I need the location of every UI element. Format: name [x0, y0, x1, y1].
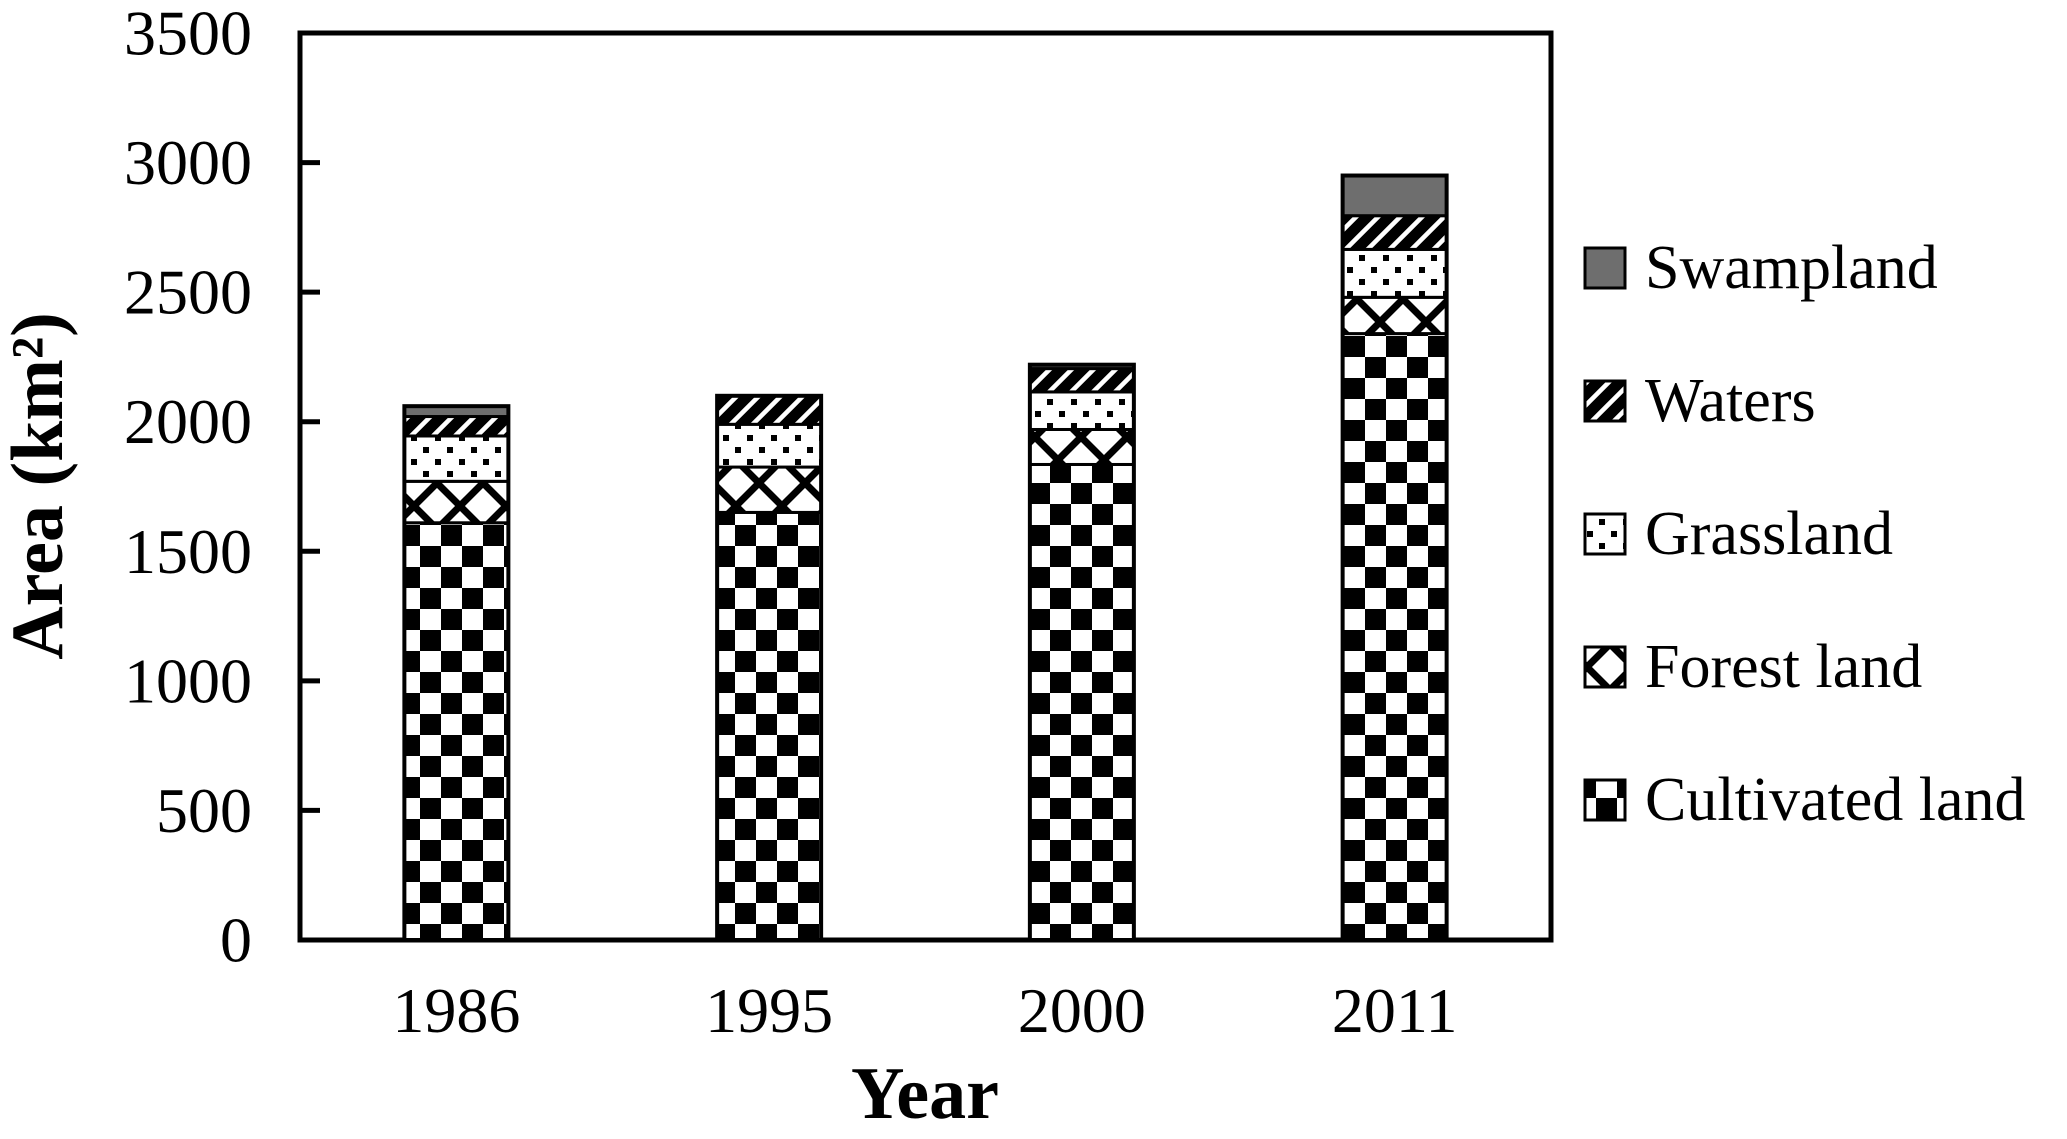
- legend-item-forest-land: Forest land: [1583, 633, 1922, 701]
- legend-item-cultivated-land: Cultivated land: [1583, 766, 2026, 834]
- bar-outline: [1027, 362, 1136, 942]
- legend-item-waters: Waters: [1583, 367, 1816, 435]
- plot-border: [297, 30, 1554, 943]
- bar-segment-grassland: [1028, 390, 1136, 431]
- legend-swatch-crosshatch: [1583, 645, 1627, 689]
- bar-segment-grassland: [715, 422, 823, 469]
- legend-label-grassland: Grassland: [1645, 500, 1893, 568]
- bar-segment-grassland: [402, 434, 510, 483]
- y-tick-label: 3000: [124, 127, 252, 198]
- legend: Swampland Waters Grassland Forest land Culti…: [1583, 234, 2026, 834]
- bar-segment-waters: [402, 415, 510, 438]
- y-axis-title: Area (km²): [0, 312, 79, 660]
- bar-segment-forest-land: [1028, 427, 1136, 466]
- bar-segment-cultivated-land: [402, 521, 510, 942]
- bar-segment-forest-land: [1341, 295, 1449, 336]
- x-axis-labels: 1986 1995 2000 2011: [392, 975, 1457, 1046]
- legend-item-grassland: Grassland: [1583, 500, 1893, 568]
- y-tick-label: 1500: [124, 516, 252, 587]
- bar-segment-forest-land: [402, 479, 510, 525]
- bar-segment-grassland: [1341, 247, 1449, 299]
- y-tick-label: 3500: [124, 0, 252, 69]
- y-tick-label: 2500: [124, 257, 252, 328]
- x-tick-label-2011: 2011: [1332, 975, 1458, 1046]
- legend-swatch-stripes: [1583, 379, 1627, 423]
- legend-swatch-dots: [1583, 512, 1627, 556]
- legend-swatch-checker: [1583, 778, 1627, 822]
- bar-segment-cultivated-land: [1028, 462, 1136, 942]
- x-axis-title: Year: [851, 1053, 999, 1135]
- bar-outline: [1340, 173, 1449, 942]
- x-tick-label-2000: 2000: [1018, 975, 1146, 1046]
- bar-segment-waters: [715, 394, 823, 426]
- bar-outline: [402, 404, 511, 942]
- bars: [402, 173, 1449, 942]
- y-tick-label: 0: [220, 905, 252, 976]
- bar-segment-waters: [1341, 214, 1449, 251]
- bar-segment-forest-land: [715, 465, 823, 514]
- y-tick-label: 1000: [124, 645, 252, 716]
- legend-item-swampland: Swampland: [1583, 234, 1938, 302]
- bar-segment-waters: [1028, 367, 1136, 394]
- bar-2000: [1027, 362, 1136, 942]
- bar-2011: [1340, 173, 1449, 942]
- bar-segment-cultivated-land: [715, 510, 823, 942]
- y-axis-ticks: 0 500 1000 1500 2000 2500 3000 3500: [124, 0, 320, 976]
- y-tick-label: 500: [156, 775, 252, 846]
- bar-outline: [715, 393, 824, 942]
- y-tick-label: 2000: [124, 386, 252, 457]
- bar-1986: [402, 404, 511, 942]
- legend-swatch-solid: [1583, 246, 1627, 290]
- bar-1995: [715, 393, 824, 942]
- bar-segment-cultivated-land: [1341, 332, 1449, 942]
- legend-label-waters: Waters: [1645, 367, 1816, 435]
- x-tick-label-1995: 1995: [705, 975, 833, 1046]
- bar-segment-swampland: [1341, 174, 1449, 218]
- legend-label-forest-land: Forest land: [1645, 633, 1922, 701]
- x-tick-label-1986: 1986: [392, 975, 520, 1046]
- legend-label-cultivated-land: Cultivated land: [1645, 766, 2026, 834]
- legend-label-swampland: Swampland: [1645, 234, 1938, 302]
